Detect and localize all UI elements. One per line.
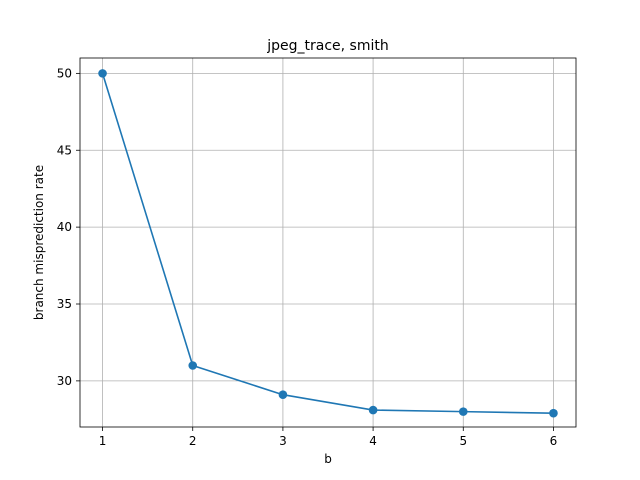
data-point (458, 407, 468, 416)
plot-frame (79, 57, 577, 428)
x-tick-label: 1 (99, 434, 107, 448)
data-point (278, 390, 288, 400)
grid (80, 58, 576, 427)
y-tick-label: 45 (57, 143, 72, 157)
series-line (101, 73, 554, 414)
data-point (98, 69, 107, 78)
x-tick-label: 2 (189, 434, 197, 448)
x-tick-label: 4 (369, 434, 377, 448)
y-tick-label: 50 (57, 66, 72, 80)
x-tick-label: 5 (459, 434, 467, 448)
x-axis-label: b (324, 452, 332, 466)
series-layer (98, 69, 558, 418)
x-tick-label: 6 (550, 434, 558, 448)
data-point (549, 408, 558, 418)
x-tick-label: 3 (279, 434, 287, 448)
y-tick-label: 35 (57, 297, 72, 311)
y-tick-label: 40 (57, 220, 72, 234)
y-axis-label: branch misprediction rate (32, 165, 46, 320)
y-tick-label: 30 (57, 374, 72, 388)
data-point (188, 361, 198, 370)
data-point (368, 405, 378, 415)
chart-title: jpeg_trace, smith (266, 38, 389, 54)
